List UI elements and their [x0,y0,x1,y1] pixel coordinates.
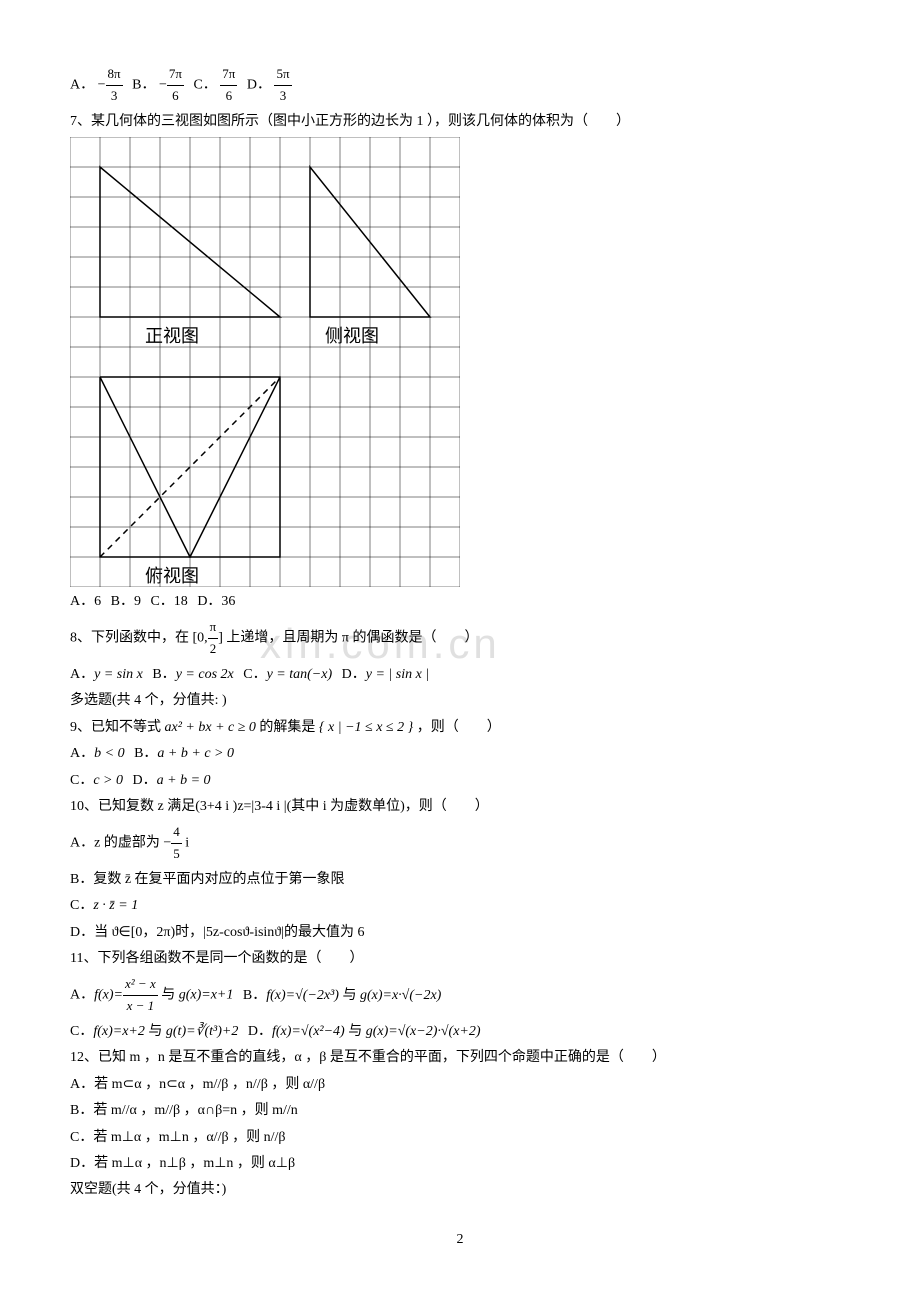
q7-opt-b: B．9 [111,591,141,613]
q9-text: 9、已知不等式 ax² + bx + c ≥ 0 的解集是 { x | −1 ≤… [70,717,850,739]
q11-opt-c: C．f(x)=x+2 与 g(t)=∛(t³)+2 [70,1021,238,1043]
q6-opt-d: D． 5π3 [247,64,292,107]
q6-opt-b: B． −7π6 [132,64,184,107]
q6-options: A． −8π3 B． −7π6 C． 7π6 D． 5π3 [70,64,850,107]
q7-opt-c: C．18 [150,591,187,613]
q9-opts-ab: A．b < 0 B．a + b + c > 0 [70,743,850,765]
q10-text: 10、已知复数 z 满足(3+4 i )z=|3-4 i |(其中 i 为虚数单… [70,796,850,818]
q12-opt-b: B．若 m//α ，m//β ，α∩β=n ，则 m//n [70,1100,850,1122]
page-content: A． −8π3 B． −7π6 C． 7π6 D． 5π3 7、某几何体的三视图… [70,64,850,1202]
multi-header: 多选题(共 4 个，分值共: ) [70,690,850,712]
q11-text: 11、下列各组函数不是同一个函数的是（ ） [70,948,850,970]
q7-opt-a: A．6 [70,591,101,613]
q12-opt-d: D．若 m⊥α ，n⊥β ，m⊥n ，则 α⊥β [70,1153,850,1175]
q7-figure: 正视图 侧视图 俯视图 [70,137,460,587]
q7-options: A．6 B．9 C．18 D．36 [70,591,850,613]
q10-opt-c: C．z · z̄ = 1 [70,895,850,917]
q12-opt-a: A．若 m⊂α ，n⊂α ，m//β ，n//β ，则 α//β [70,1074,850,1096]
q11-opts-cd: C．f(x)=x+2 与 g(t)=∛(t³)+2 D．f(x)=√(x²−4)… [70,1021,850,1043]
q12-text: 12、已知 m ，n 是互不重合的直线，α ，β 是互不重合的平面，下列四个命题… [70,1047,850,1069]
q11-opt-a: A．f(x)=x² − xx − 1 与 g(x)=x+1 [70,974,233,1017]
double-blank-header: 双空题(共 4 个，分值共：) [70,1179,850,1201]
q11-opt-d: D．f(x)=√(x²−4) 与 g(x)=√(x−2)·√(x+2) [248,1021,481,1043]
q12-opt-c: C．若 m⊥α ，m⊥n ，α//β ，则 n//β [70,1127,850,1149]
q10-opt-b: B．复数 z̄ 在复平面内对应的点位于第一象限 [70,869,850,891]
q8-options: A．y = sin x B．y = cos 2x C．y = tan(−x) D… [70,664,850,686]
q10-opt-a: A．z 的虚部为 −45 i [70,822,850,865]
q7-opt-d: D．36 [197,591,235,613]
q11-opts-ab: A．f(x)=x² − xx − 1 与 g(x)=x+1 B．f(x)=√(−… [70,974,850,1017]
side-view-label: 侧视图 [325,326,379,346]
q8-text: 8、下列函数中，在 [0,π2] 上递增，且周期为 π 的偶函数是（ ） [70,617,850,660]
q6-opt-a: A． −8π3 [70,64,123,107]
page-number: 2 [70,1232,850,1248]
q9-opts-cd: C．c > 0 D．a + b = 0 [70,770,850,792]
q10-opt-d: D．当 ϑ∈[0，2π)时，|5z-cosϑ-isinϑ|的最大值为 6 [70,922,850,944]
top-view-label: 俯视图 [145,566,199,586]
q6-opt-c: C． 7π6 [193,64,237,107]
q11-opt-b: B．f(x)=√(−2x³) 与 g(x)=x·√(−2x) [243,985,441,1007]
q7-text: 7、某几何体的三视图如图所示（图中小正方形的边长为 1 ），则该几何体的体积为（… [70,111,850,133]
front-view-label: 正视图 [145,326,199,346]
